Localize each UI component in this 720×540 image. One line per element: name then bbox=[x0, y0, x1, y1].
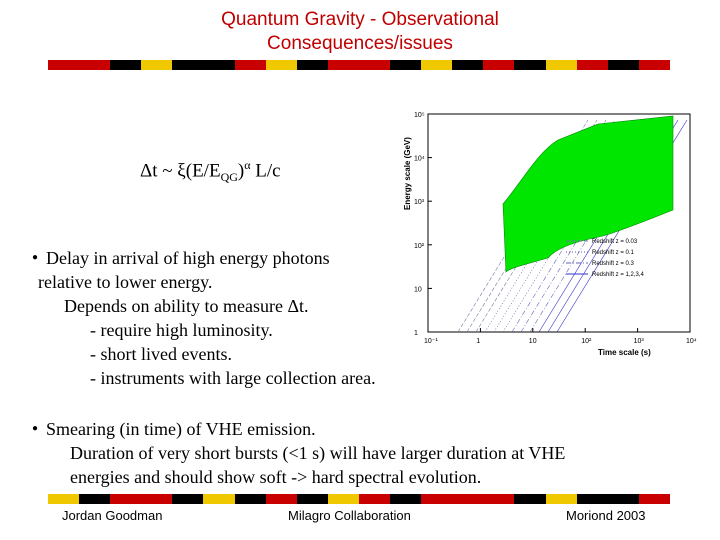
stripe-segment bbox=[607, 60, 639, 70]
stripe-segment bbox=[545, 494, 577, 504]
y-tick-label: 10³ bbox=[414, 199, 425, 206]
x-tick-label: 10³ bbox=[634, 338, 645, 345]
stripe-segment bbox=[172, 60, 204, 70]
stripe-segment bbox=[172, 494, 204, 504]
bullet-dot-icon: ● bbox=[32, 423, 39, 434]
bullet-delay: ● Delay in arrival of high energy photon… bbox=[32, 246, 376, 390]
stripe-segment bbox=[452, 494, 484, 504]
stripe-segment bbox=[545, 60, 577, 70]
legend-label: Redshift z = 0.03 bbox=[592, 239, 638, 245]
stripe-segment bbox=[390, 60, 422, 70]
chart-legend: Redshift z = 0.03 Redshift z = 0.1 Redshif… bbox=[566, 239, 645, 278]
title-line-2: Consequences/issues bbox=[267, 33, 453, 54]
stripe-segment bbox=[327, 494, 359, 504]
stripe-segment bbox=[79, 60, 111, 70]
x-tick-label: 10² bbox=[581, 338, 592, 345]
stripe-segment bbox=[607, 494, 639, 504]
stripe-segment bbox=[141, 60, 173, 70]
stripe-segment bbox=[265, 494, 297, 504]
stripe-segment bbox=[296, 494, 328, 504]
x-tick-label: 1 bbox=[476, 338, 480, 345]
slide-title: Quantum Gravity - Observational Conseque… bbox=[0, 8, 720, 56]
stripe-segment bbox=[576, 494, 608, 504]
energy-time-chart: Redshift z = 0.03 Redshift z = 0.1 Redshif… bbox=[403, 112, 697, 357]
bullet-1-line-1: Delay in arrival of high energy photons bbox=[46, 248, 330, 268]
stripe-segment bbox=[638, 60, 670, 70]
bullet-1-line-4: - require high luminosity. bbox=[90, 320, 273, 340]
bullet-2-line-2: Duration of very short bursts (<1 s) wil… bbox=[70, 443, 566, 463]
stripe-segment bbox=[327, 60, 359, 70]
legend-label: Redshift z = 0.1 bbox=[592, 250, 635, 256]
stripe-segment bbox=[358, 60, 391, 70]
stripe-segment bbox=[203, 60, 235, 70]
stripe-segment bbox=[390, 494, 422, 504]
x-axis-ticks: 10⁻¹ 1 10 10² 10³ 10⁴ bbox=[424, 328, 697, 345]
stripe-segment bbox=[514, 494, 546, 504]
footer-conference: Moriond 2003 bbox=[566, 508, 646, 523]
x-tick-label: 10⁴ bbox=[686, 338, 697, 345]
stripe-segment bbox=[48, 494, 80, 504]
y-tick-label: 1 bbox=[414, 330, 418, 337]
title-line-1: Quantum Gravity - Observational bbox=[221, 9, 499, 30]
top-decorative-stripe bbox=[48, 60, 670, 70]
y-tick-label: 10² bbox=[414, 243, 425, 250]
y-tick-label: 10 bbox=[414, 286, 422, 293]
bullet-1-line-2: relative to lower energy. bbox=[38, 272, 213, 292]
bullet-2-line-3: energies and should show soft -> hard sp… bbox=[70, 467, 482, 487]
bullet-smearing: ● Smearing (in time) of VHE emission. Du… bbox=[32, 417, 566, 489]
footer-author: Jordan Goodman bbox=[62, 508, 163, 523]
bottom-decorative-stripe bbox=[48, 494, 670, 504]
time-delay-formula: Δt ~ ξ(E/EQG)α L/c bbox=[140, 158, 281, 185]
bullet-1-line-5: - short lived events. bbox=[90, 344, 232, 364]
bullet-1-line-3: Depends on ability to measure Δt. bbox=[64, 296, 309, 316]
stripe-segment bbox=[234, 494, 266, 504]
stripe-segment bbox=[48, 60, 80, 70]
stripe-segment bbox=[234, 60, 266, 70]
stripe-segment bbox=[79, 494, 111, 504]
stripe-segment bbox=[483, 60, 515, 70]
stripe-segment bbox=[141, 494, 173, 504]
stripe-segment bbox=[638, 494, 670, 504]
y-axis-ticks: 1 10 10² 10³ 10⁴ 10⁵ bbox=[414, 112, 432, 337]
stripe-segment bbox=[265, 60, 297, 70]
x-axis-title: Time scale (s) bbox=[598, 348, 651, 357]
x-tick-label: 10⁻¹ bbox=[424, 338, 438, 345]
bullet-dot-icon: ● bbox=[32, 252, 39, 263]
stripe-segment bbox=[421, 60, 453, 70]
stripe-segment bbox=[110, 60, 142, 70]
stripe-segment bbox=[421, 494, 453, 504]
green-allowed-band bbox=[502, 115, 674, 273]
stripe-segment bbox=[358, 494, 391, 504]
bullet-1-line-6: - instruments with large collection area… bbox=[90, 368, 376, 388]
formula-exponent: α bbox=[244, 158, 251, 172]
stripe-segment bbox=[514, 60, 546, 70]
legend-label: Redshift z = 1,2,3,4 bbox=[592, 272, 645, 278]
y-axis-title: Energy scale (GeV) bbox=[403, 137, 412, 210]
formula-subscript: QG bbox=[220, 170, 238, 185]
formula-rhs: L/c bbox=[250, 160, 281, 182]
x-tick-label: 10 bbox=[529, 338, 537, 345]
bullet-2-line-1: Smearing (in time) of VHE emission. bbox=[46, 419, 316, 439]
stripe-segment bbox=[576, 60, 608, 70]
legend-label: Redshift z = 0.3 bbox=[592, 261, 635, 267]
stripe-segment bbox=[483, 494, 515, 504]
stripe-segment bbox=[452, 60, 484, 70]
y-tick-label: 10⁵ bbox=[414, 112, 425, 119]
y-tick-label: 10⁴ bbox=[414, 156, 425, 163]
footer-collaboration: Milagro Collaboration bbox=[288, 508, 411, 523]
stripe-segment bbox=[110, 494, 142, 504]
stripe-segment bbox=[203, 494, 235, 504]
formula-lhs: Δt ~ ξ(E/E bbox=[140, 160, 221, 182]
stripe-segment bbox=[296, 60, 328, 70]
